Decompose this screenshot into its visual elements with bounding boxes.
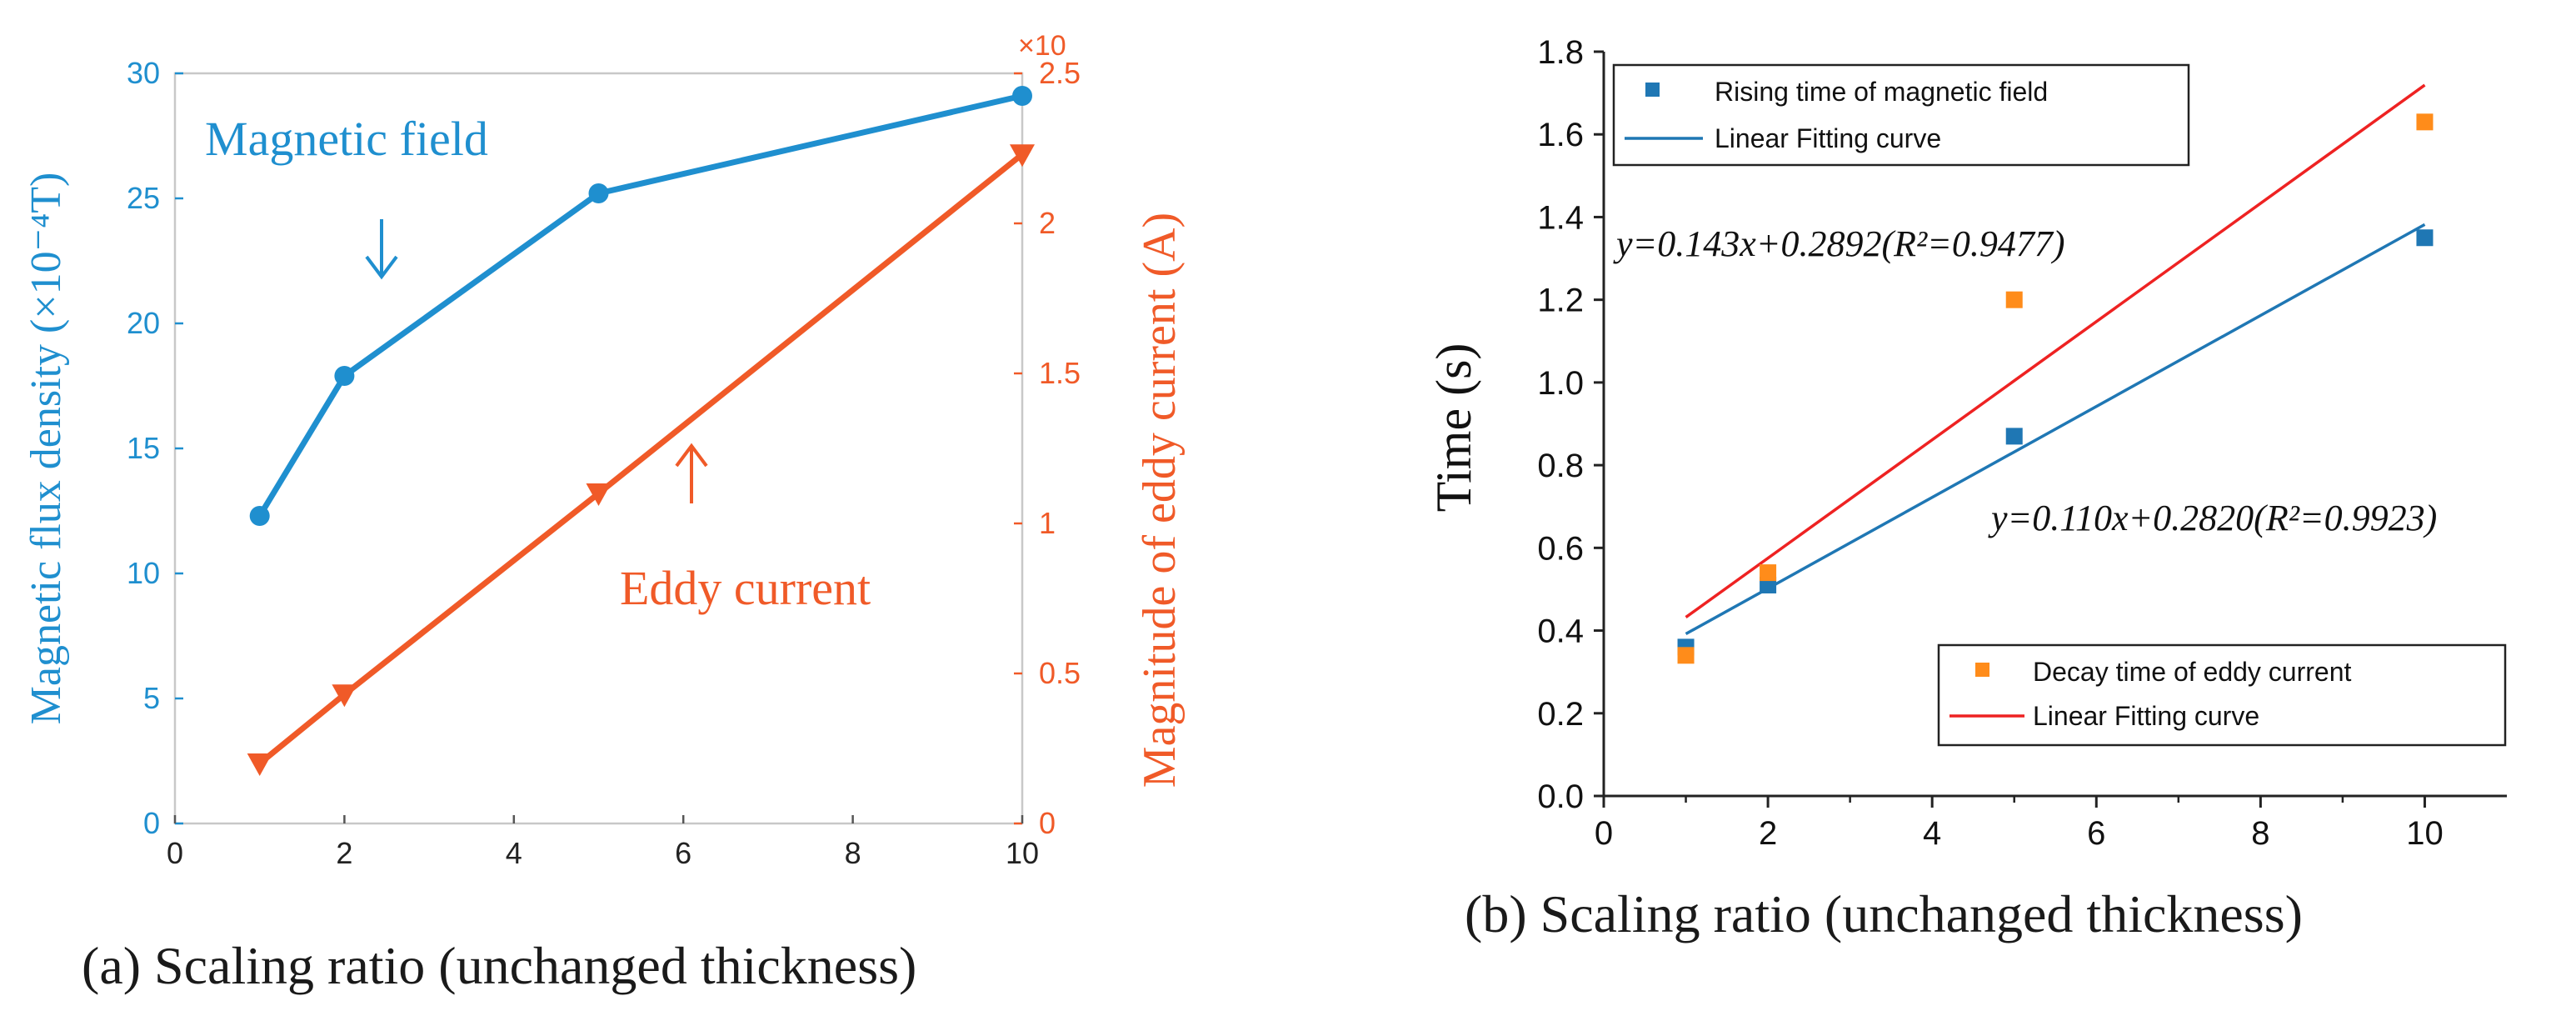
left-axis-tick-label: 10 (127, 556, 160, 590)
eddy-current-point (586, 483, 612, 506)
panel-b-x-axis-ticks: 0 2 4 6 8 10 (1595, 796, 2444, 852)
magnetic-field-point (334, 366, 355, 386)
left-axis-tick-label: 0 (143, 806, 160, 840)
y-axis-tick-label: 1.2 (1537, 283, 1584, 319)
rising-time-point (2005, 428, 2023, 445)
annotation-eddy-current: Eddy current (620, 561, 871, 615)
panel-a-series (247, 86, 1035, 776)
series-line-eddy-current (257, 152, 1025, 766)
x-axis-tick-label: 2 (1759, 815, 1777, 852)
panel-a-right-axis-ticks: 0 0.5 1 1.5 2 2.5 (1014, 56, 1081, 840)
x-axis-tick-label: 4 (506, 836, 522, 870)
y-axis-tick-label: 1.0 (1537, 365, 1584, 402)
left-axis-tick-label: 15 (127, 431, 160, 465)
panel-b: 0.0 0.2 0.4 0.6 0.8 1.0 1.2 1.4 1.6 1.8 0 2 4 6 8 10 T… (1426, 34, 2507, 943)
legend-bottom: Decay time of eddy current Linear Fittin… (1937, 643, 2507, 747)
panel-b-y-axis-label: Time (s) (1426, 343, 1481, 513)
eddy-current-point (1010, 144, 1035, 168)
right-axis-tick-label: 1.5 (1039, 356, 1081, 390)
left-axis-tick-label: 5 (143, 681, 160, 715)
panel-b-series (1677, 113, 2434, 664)
arrow-down-icon (365, 219, 398, 280)
legend-bottom-box (1937, 643, 2507, 747)
panel-a-left-axis-label: Magnetic flux density (×10⁻⁴T) (22, 173, 70, 725)
decay-time-point (2005, 291, 2023, 308)
panel-a-right-axis-exponent: ×10 (1018, 30, 1066, 62)
y-axis-tick-label: 1.6 (1537, 117, 1584, 153)
annotation-magnetic-field: Magnetic field (205, 112, 488, 166)
x-axis-tick-label: 8 (845, 836, 861, 870)
decay-time-point (1760, 564, 1777, 582)
x-axis-tick-label: 8 (2251, 815, 2269, 852)
right-axis-tick-label: 0.5 (1039, 656, 1081, 690)
decay-time-point (2416, 113, 2434, 131)
series-line-magnetic-field (257, 93, 1023, 518)
legend-top: Rising time of magnetic field Linear Fit… (1612, 63, 2190, 167)
magnetic-field-point (588, 183, 609, 203)
x-axis-tick-label: 0 (167, 836, 183, 870)
legend-top-box (1612, 63, 2190, 167)
legend-marker-decay (1975, 663, 1989, 677)
left-axis-tick-label: 30 (127, 56, 160, 90)
right-axis-tick-label: 2 (1039, 206, 1056, 240)
y-axis-tick-label: 1.8 (1537, 34, 1584, 71)
panel-a-right-axis-label: Magnitude of eddy current (A) (1134, 213, 1186, 788)
panel-a-caption: (a) Scaling ratio (unchanged thickness) (82, 936, 916, 995)
legend-label-rising: Rising time of magnetic field (1715, 77, 2048, 107)
x-axis-tick-label: 10 (2406, 815, 2444, 852)
x-axis-tick-label: 6 (675, 836, 691, 870)
y-axis-tick-label: 0.8 (1537, 448, 1584, 484)
x-axis-tick-label: 10 (1006, 836, 1039, 870)
y-axis-tick-label: 0.0 (1537, 778, 1584, 815)
legend-marker-rising (1645, 83, 1660, 97)
x-axis-tick-label: 6 (2087, 815, 2105, 852)
magnetic-field-point (249, 506, 270, 526)
decay-time-point (1677, 647, 1695, 664)
x-axis-tick-label: 0 (1595, 815, 1613, 852)
legend-label-fit-red: Linear Fitting curve (2033, 701, 2259, 731)
y-axis-tick-label: 0.4 (1537, 613, 1584, 650)
fit-equation-red: y=0.143x+0.2892(R²=0.9477) (1613, 223, 2065, 264)
panel-b-caption: (b) Scaling ratio (unchanged thickness) (1465, 884, 2303, 943)
fit-line-blue (1685, 223, 2426, 636)
eddy-current-point (247, 753, 272, 776)
left-axis-tick-label: 25 (127, 181, 160, 215)
right-axis-tick-label: 1 (1039, 506, 1056, 540)
legend-label-fit-blue: Linear Fitting curve (1715, 123, 1941, 153)
panel-b-fit-lines (1685, 83, 2426, 636)
eddy-current-point (332, 684, 357, 708)
panel-a-left-axis-ticks: 0 5 10 15 20 25 30 (127, 56, 183, 840)
panel-b-y-axis-ticks: 0.0 0.2 0.4 0.6 0.8 1.0 1.2 1.4 1.6 1.8 (1537, 34, 1604, 815)
arrow-up-icon (675, 443, 708, 503)
right-axis-tick-label: 0 (1039, 806, 1056, 840)
fit-line-red (1685, 83, 2426, 619)
x-axis-tick-label: 4 (1923, 815, 1941, 852)
left-axis-tick-label: 20 (127, 306, 160, 340)
x-axis-tick-label: 2 (336, 836, 352, 870)
rising-time-point (2416, 229, 2434, 247)
magnetic-field-point (1012, 86, 1032, 106)
panel-a: 0 5 10 15 20 25 30 0 0.5 1 1.5 2 2.5 0 2 4 6 8 10 ×10 Ma… (22, 30, 1186, 995)
right-axis-tick-label: 2.5 (1039, 56, 1081, 90)
y-axis-tick-label: 0.6 (1537, 530, 1584, 567)
y-axis-tick-label: 0.2 (1537, 696, 1584, 733)
fit-equation-blue: y=0.110x+0.2820(R²=0.9923) (1988, 498, 2437, 538)
y-axis-tick-label: 1.4 (1537, 199, 1584, 236)
legend-label-decay: Decay time of eddy current (2033, 657, 2352, 687)
panel-a-x-axis-ticks: 0 2 4 6 8 10 (167, 815, 1039, 870)
